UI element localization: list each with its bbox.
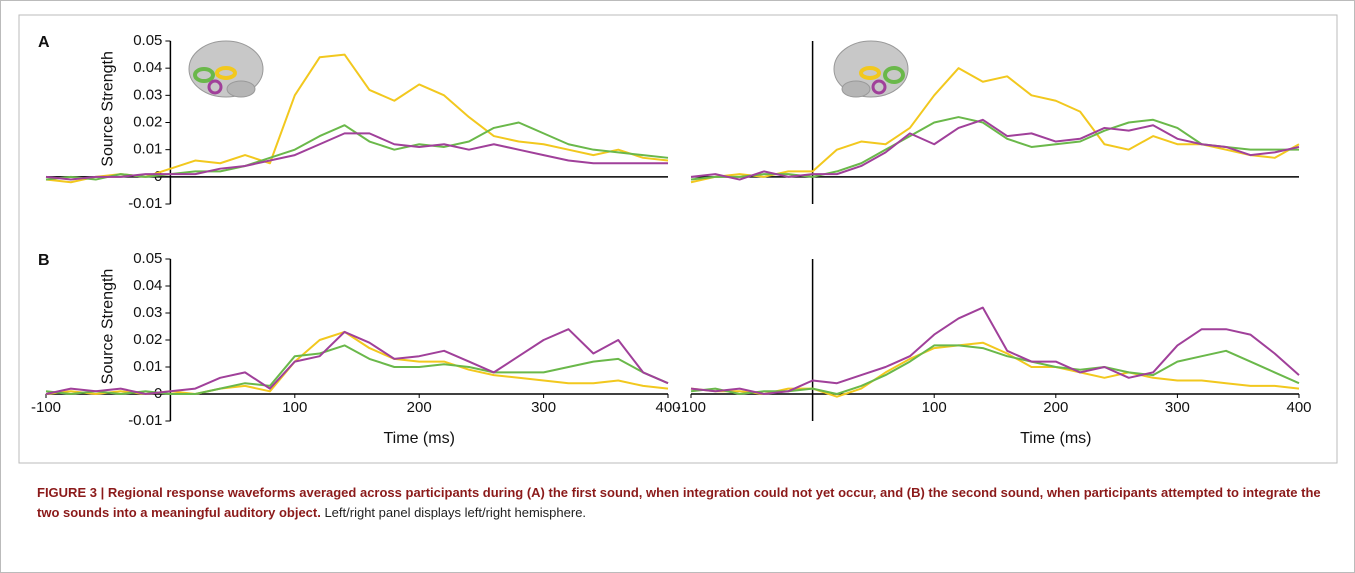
series-line: [690, 67, 1300, 184]
y-axis-label: Source Strength: [100, 269, 117, 385]
y-tick-label: 0.03: [133, 304, 162, 321]
x-tick-label: -100: [31, 399, 61, 416]
series-line: [45, 328, 669, 395]
y-tick-label: -0.01: [128, 195, 162, 212]
x-tick-label: -100: [676, 399, 706, 416]
brain-icon: [833, 40, 909, 98]
x-tick-label: 200: [407, 399, 432, 416]
series-line: [690, 306, 1300, 395]
x-tick-label: 400: [655, 399, 680, 416]
series-line: [45, 344, 669, 395]
series-line: [45, 132, 668, 181]
x-axis-label: Time (ms): [1020, 430, 1091, 447]
y-tick-label: 0.05: [133, 32, 162, 49]
series-line: [690, 341, 1300, 398]
y-tick-label: 0.02: [133, 113, 162, 130]
panel-label: B: [38, 252, 50, 269]
caption-text: Left/right panel displays left/right hem…: [320, 505, 587, 520]
panel-label: A: [38, 34, 50, 51]
series-line: [690, 116, 1299, 181]
figure-frame: [18, 14, 1338, 464]
y-tick-label: 0.01: [133, 358, 162, 375]
y-tick-label: -0.01: [128, 412, 162, 429]
x-tick-label: 200: [1043, 399, 1068, 416]
series-line: [690, 344, 1300, 395]
x-tick-label: 100: [922, 399, 947, 416]
x-tick-label: 300: [1165, 399, 1190, 416]
caption: FIGURE 3 | Regional response waveforms a…: [37, 483, 1327, 523]
x-tick-label: 300: [531, 399, 556, 416]
x-axis-label: Time (ms): [384, 430, 455, 447]
x-tick-label: 400: [1286, 399, 1311, 416]
y-tick-label: 0.02: [133, 331, 162, 348]
brain-icon: [188, 40, 264, 98]
series-line: [690, 118, 1300, 181]
caption-bold: FIGURE 3 | Regional response waveforms a…: [37, 485, 1321, 520]
y-tick-label: 0.03: [133, 86, 162, 103]
y-tick-label: 0.04: [133, 59, 162, 76]
x-tick-label: 100: [282, 399, 307, 416]
y-tick-label: 0.04: [133, 277, 162, 294]
y-axis-label: Source Strength: [100, 51, 117, 167]
y-tick-label: 0.01: [133, 141, 162, 158]
y-tick-label: 0.05: [133, 250, 162, 267]
